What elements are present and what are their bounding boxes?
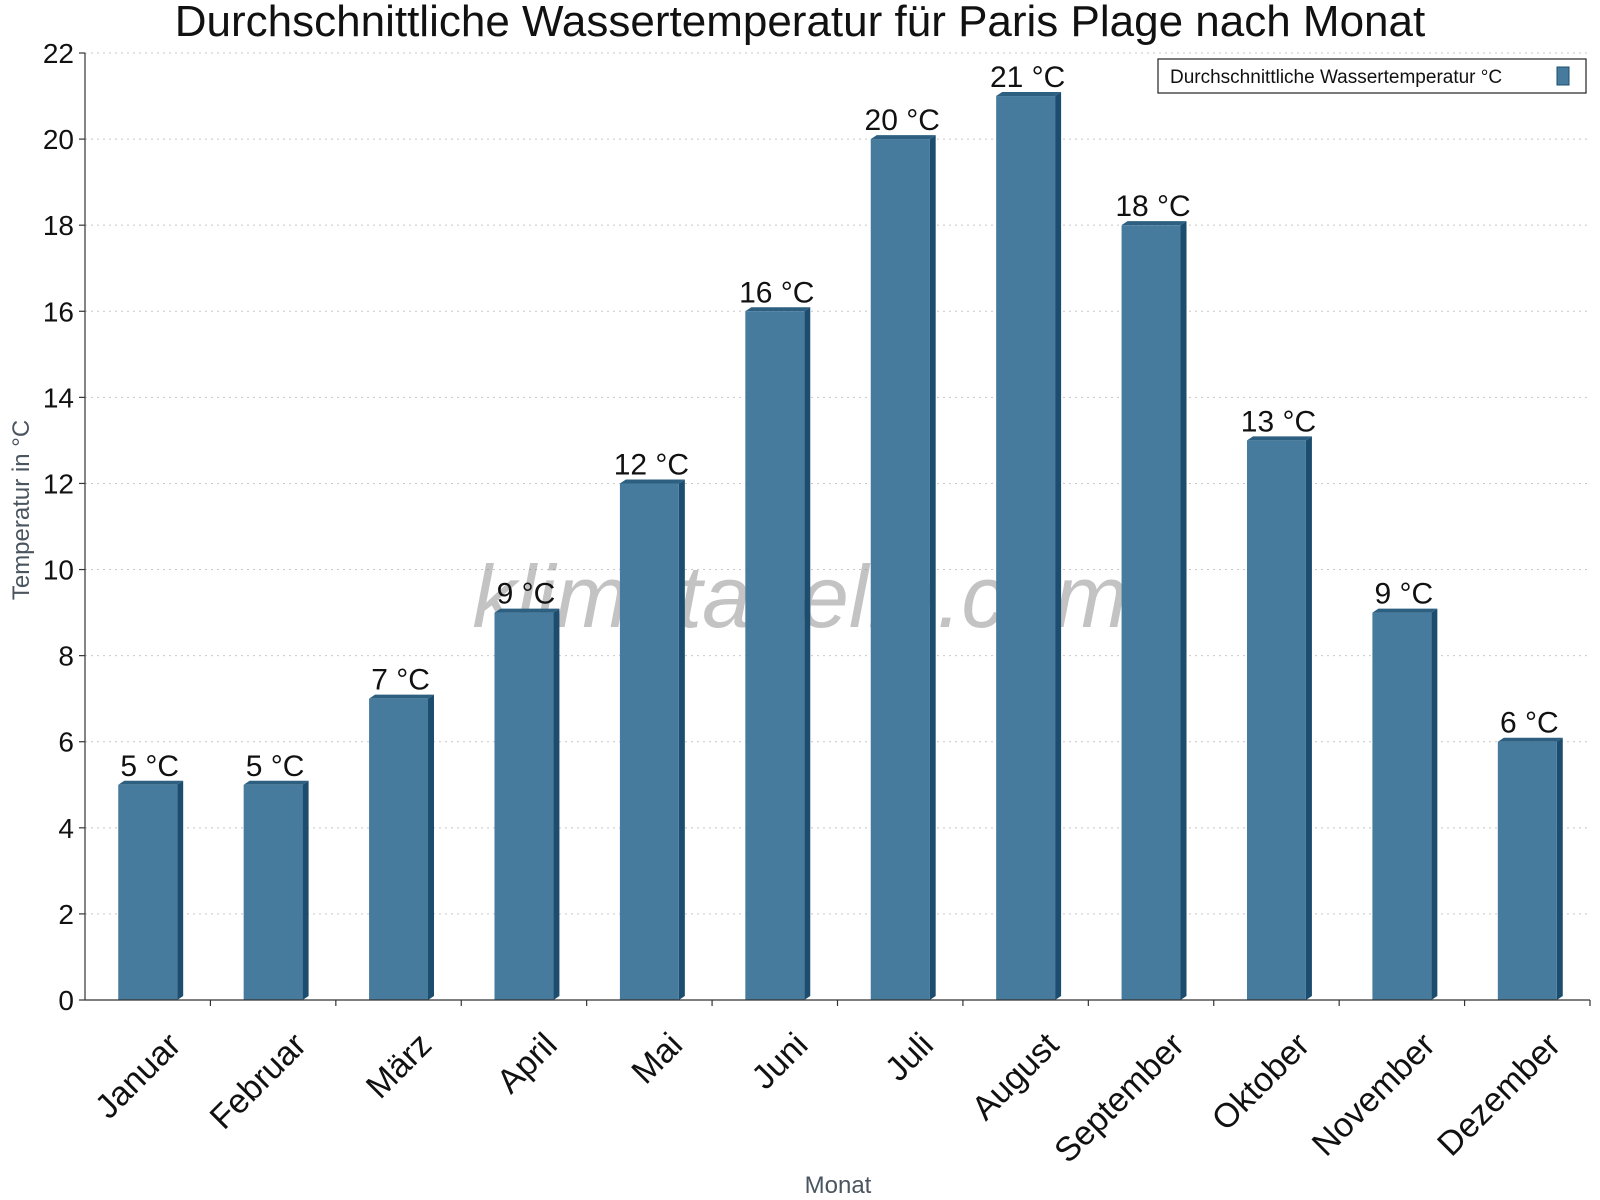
- bar-side: [804, 307, 811, 1001]
- bar-top: [118, 780, 184, 785]
- y-axis-title: Temperatur in °C: [8, 420, 35, 600]
- y-tick-label: 4: [58, 813, 74, 844]
- y-tick-label: 10: [43, 555, 74, 586]
- bar-side: [302, 780, 309, 1000]
- bar: [494, 612, 554, 1000]
- bar: [745, 311, 805, 1001]
- bar-top: [1121, 221, 1187, 226]
- y-tick-label: 18: [43, 210, 74, 241]
- bar-side: [428, 694, 435, 1000]
- y-tick-label: 8: [58, 641, 74, 672]
- x-tick-label: Januar: [88, 1026, 188, 1126]
- x-tick-label: September: [1047, 1026, 1191, 1170]
- data-label: 13 °C: [1241, 405, 1316, 438]
- x-tick-label: Mai: [624, 1026, 690, 1092]
- x-axis-title: Monat: [805, 1172, 872, 1199]
- bar: [369, 698, 429, 1000]
- x-tick-label: Juni: [744, 1026, 815, 1097]
- bar-side: [1180, 221, 1187, 1000]
- data-label: 21 °C: [990, 61, 1065, 94]
- y-tick-label: 16: [43, 296, 74, 327]
- bar-side: [177, 780, 184, 1000]
- bar-top: [369, 694, 435, 699]
- data-label: 5 °C: [246, 750, 305, 783]
- bar-side: [1431, 608, 1438, 1000]
- x-tick-label: Februar: [203, 1026, 314, 1137]
- x-tick-label: August: [965, 1025, 1067, 1127]
- data-label: 7 °C: [371, 664, 430, 697]
- data-label: 9 °C: [497, 578, 556, 611]
- y-tick-label: 12: [43, 468, 74, 499]
- y-tick-label: 2: [58, 899, 74, 930]
- y-tick-label: 14: [43, 382, 74, 413]
- x-tick-label: März: [359, 1026, 439, 1106]
- y-tick-label: 6: [58, 727, 74, 758]
- bar-top: [745, 307, 811, 312]
- bar-top: [243, 780, 309, 785]
- x-tick-label: November: [1305, 1026, 1443, 1164]
- bar: [1121, 225, 1181, 1000]
- data-label: 16 °C: [739, 276, 814, 309]
- data-label: 12 °C: [614, 448, 689, 481]
- data-label: 20 °C: [865, 104, 940, 137]
- data-label: 6 °C: [1500, 707, 1559, 740]
- chart-title: Durchschnittliche Wassertemperatur für P…: [175, 0, 1425, 46]
- bar: [1246, 440, 1306, 1001]
- data-label: 18 °C: [1115, 190, 1190, 223]
- x-tick-label: Juli: [878, 1026, 941, 1089]
- bar: [1372, 612, 1432, 1000]
- bar-side: [678, 479, 685, 1000]
- y-tick-label: 22: [43, 38, 74, 69]
- data-label: 5 °C: [120, 750, 179, 783]
- bar-side: [1556, 737, 1563, 1000]
- bar-top: [494, 608, 560, 613]
- bar-top: [870, 135, 936, 140]
- bar-side: [929, 135, 936, 1000]
- legend-label: Durchschnittliche Wassertemperatur °C: [1170, 67, 1502, 88]
- data-label: 9 °C: [1375, 578, 1434, 611]
- bar: [243, 784, 303, 1000]
- bar-top: [1497, 737, 1563, 742]
- bar: [619, 483, 679, 1000]
- bar-top: [619, 479, 685, 484]
- legend: Durchschnittliche Wassertemperatur °C: [1157, 58, 1587, 94]
- x-tick-label: Dezember: [1430, 1026, 1568, 1164]
- legend-box: [1157, 58, 1587, 94]
- bar: [1497, 741, 1557, 1000]
- bars: 5 °C 5 °C 7 °C 9 °C 12 °C 16 °C 20 °C 21 °C 18 °…: [118, 61, 1563, 1001]
- x-tick-label: April: [490, 1026, 565, 1101]
- grid: [85, 52, 1590, 915]
- legend-swatch: [1556, 66, 1570, 86]
- y-tick-label: 0: [58, 985, 74, 1016]
- bar-side: [1305, 436, 1312, 1001]
- x-tick-label: Oktober: [1205, 1026, 1317, 1138]
- bar: [870, 139, 930, 1000]
- bar-side: [553, 608, 560, 1000]
- bar-side: [1055, 92, 1062, 1000]
- y-tick-label: 20: [43, 124, 74, 155]
- bar: [996, 96, 1056, 1000]
- bar-top: [996, 92, 1062, 97]
- bar: [118, 784, 178, 1000]
- bar-top: [1372, 608, 1438, 613]
- bar-top: [1246, 436, 1312, 441]
